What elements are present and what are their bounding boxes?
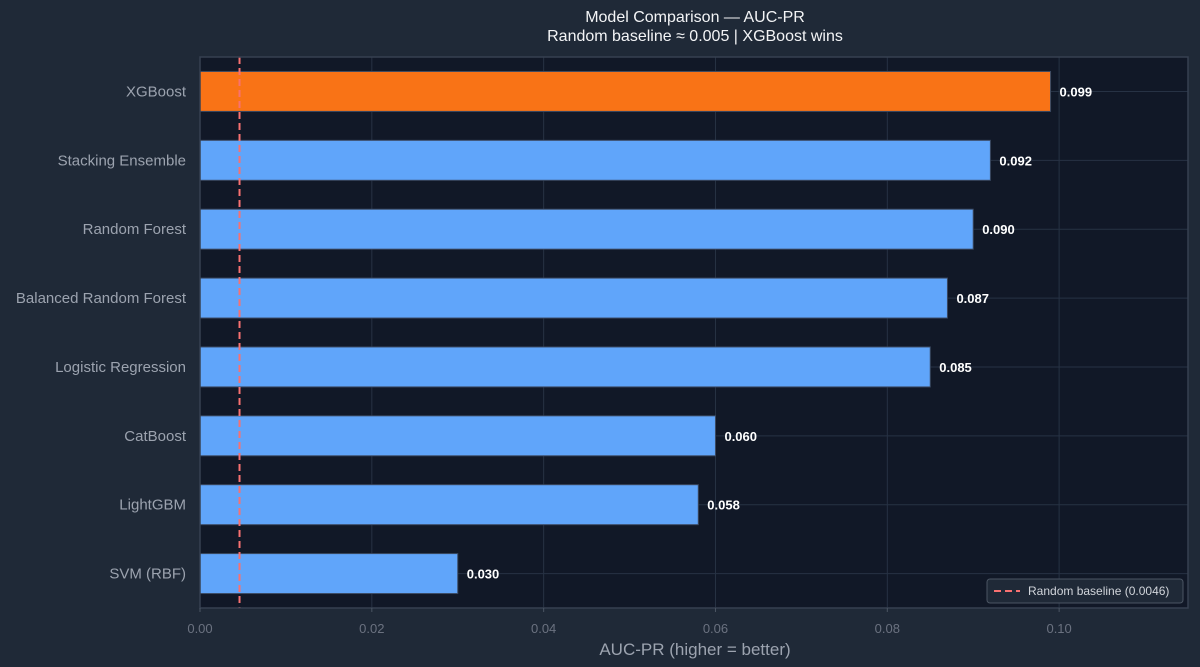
- y-tick-label: LightGBM: [119, 497, 186, 514]
- bar-catboost: [199, 415, 716, 457]
- y-tick-label: CatBoost: [124, 428, 187, 445]
- x-tick-label: 0.00: [187, 621, 212, 636]
- y-tick-label: Stacking Ensemble: [58, 152, 186, 169]
- x-tick-label: 0.02: [359, 621, 384, 636]
- legend-label: Random baseline (0.0046): [1028, 584, 1169, 598]
- value-label: 0.085: [939, 360, 972, 375]
- value-label: 0.099: [1060, 84, 1093, 99]
- bar-svm-rbf: [199, 553, 459, 595]
- y-tick-label: XGBoost: [126, 83, 187, 100]
- legend-box: [986, 578, 1184, 604]
- y-tick-label: Random Forest: [83, 221, 187, 238]
- bar-random-forest: [199, 208, 974, 250]
- y-tick-label: Logistic Regression: [55, 359, 186, 376]
- x-tick-label: 0.04: [531, 621, 556, 636]
- chart-title: Model Comparison — AUC-PR: [585, 9, 805, 26]
- bar-xgboost: [199, 70, 1052, 112]
- value-label: 0.087: [956, 291, 989, 306]
- plot-area: [200, 57, 1188, 608]
- x-tick-label: 0.10: [1046, 621, 1071, 636]
- legend: Random baseline (0.0046): [986, 578, 1184, 604]
- bar-lightgbm: [199, 484, 699, 526]
- plot-frame: [199, 56, 1189, 609]
- value-label: 0.030: [467, 567, 500, 582]
- chart-subtitle: Random baseline ≈ 0.005 | XGBoost wins: [547, 28, 843, 45]
- axes: XGBoost Stacking Ensemble Random Forest Bal…: [16, 56, 1189, 636]
- y-tick-label: SVM (RBF): [109, 566, 186, 583]
- bars: 0.099 0.092 0.090 0.087 0.085 0.060 0.058 0.030: [199, 70, 1093, 595]
- x-tick-label: 0.08: [875, 621, 900, 636]
- value-label: 0.090: [982, 222, 1015, 237]
- bar-balanced-random-forest: [199, 277, 948, 319]
- y-tick-label: Balanced Random Forest: [16, 290, 187, 307]
- value-label: 0.058: [707, 498, 740, 513]
- value-label: 0.092: [999, 153, 1032, 168]
- x-tick-label: 0.06: [703, 621, 728, 636]
- bar-stacking-ensemble: [199, 139, 991, 181]
- value-label: 0.060: [724, 429, 757, 444]
- x-axis-label: AUC-PR (higher = better): [599, 640, 790, 659]
- bar-logistic-regression: [199, 346, 931, 388]
